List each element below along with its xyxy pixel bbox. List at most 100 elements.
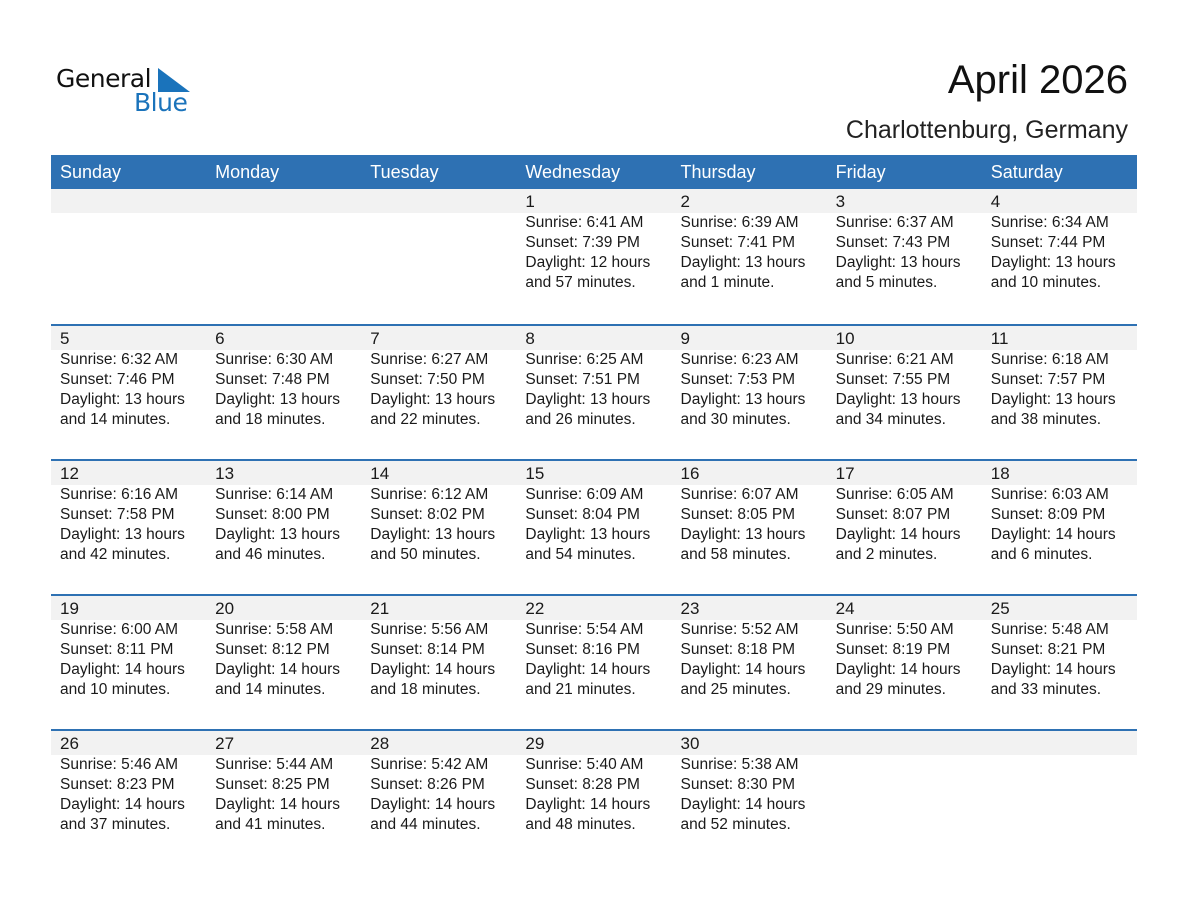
sunrise-text: Sunrise: 6:41 AM <box>525 214 644 231</box>
daylight-text: Daylight: 13 hours <box>60 526 185 543</box>
day-number: 23 <box>680 599 700 618</box>
day-cell: 29 Sunrise: 5:40 AM Sunset: 8:28 PM Dayligh… <box>516 731 671 835</box>
day-cell: 14 Sunrise: 6:12 AM Sunset: 8:02 PM Dayligh… <box>361 461 516 565</box>
sunset-text: Sunset: 8:28 PM <box>525 776 640 793</box>
sunset-text: Sunset: 7:46 PM <box>60 371 175 388</box>
daylight-text: Daylight: 13 hours <box>525 526 651 543</box>
logo-text-general: General <box>56 64 152 93</box>
sunrise-text: Sunrise: 5:54 AM <box>525 621 644 638</box>
weekday-sunday: Sunday <box>60 162 122 182</box>
day-number: 18 <box>990 464 1010 483</box>
calendar-title: April 2026 <box>947 58 1128 102</box>
sunset-text: Sunset: 8:02 PM <box>370 506 485 523</box>
day-number: 12 <box>60 464 79 483</box>
sunrise-text: Sunrise: 6:25 AM <box>525 351 644 368</box>
daylight-minutes-text: and 18 minutes. <box>370 681 481 698</box>
day-cell: 25 Sunrise: 5:48 AM Sunset: 8:21 PM Dayligh… <box>982 596 1137 700</box>
sunrise-text: Sunrise: 5:50 AM <box>835 621 954 638</box>
daylight-minutes-text: and 57 minutes. <box>525 274 636 291</box>
weekday-wednesday: Wednesday <box>525 162 621 182</box>
sunrise-text: Sunrise: 6:16 AM <box>60 486 179 503</box>
weekday-friday: Friday <box>835 162 886 182</box>
day-number: 27 <box>215 734 235 753</box>
daylight-text: Daylight: 13 hours <box>215 391 341 408</box>
daylight-text: Daylight: 13 hours <box>835 254 961 271</box>
sunrise-text: Sunrise: 6:05 AM <box>835 486 954 503</box>
sunset-text: Sunset: 8:19 PM <box>835 641 951 658</box>
daylight-minutes-text: and 37 minutes. <box>60 816 171 833</box>
empty-day-cell <box>51 189 206 293</box>
sunrise-text: Sunrise: 6:18 AM <box>990 351 1109 368</box>
daylight-text: Daylight: 13 hours <box>680 526 806 543</box>
sunrise-text: Sunrise: 6:09 AM <box>525 486 644 503</box>
day-number: 3 <box>835 192 846 211</box>
sunset-text: Sunset: 7:48 PM <box>215 371 330 388</box>
daylight-minutes-text: and 48 minutes. <box>525 816 636 833</box>
daylight-text: Daylight: 14 hours <box>525 796 651 813</box>
day-number: 5 <box>60 329 70 348</box>
calendar-location: Charlottenburg, Germany <box>845 116 1128 144</box>
sunset-text: Sunset: 8:30 PM <box>680 776 796 793</box>
sunset-text: Sunset: 8:09 PM <box>990 506 1106 523</box>
daylight-text: Daylight: 14 hours <box>525 661 651 678</box>
calendar-grid: Sunday Monday Tuesday Wednesday Thursday Frid… <box>51 155 1137 864</box>
day-cell: 19 Sunrise: 6:00 AM Sunset: 8:11 PM Dayligh… <box>51 596 206 700</box>
day-cell: 23 Sunrise: 5:52 AM Sunset: 8:18 PM Dayligh… <box>672 596 827 700</box>
day-number: 2 <box>680 192 690 211</box>
day-cell: 12 Sunrise: 6:16 AM Sunset: 7:58 PM Dayligh… <box>51 461 206 565</box>
daylight-minutes-text: and 25 minutes. <box>680 681 791 698</box>
sunset-text: Sunset: 7:55 PM <box>835 371 951 388</box>
day-cell: 2 Sunrise: 6:39 AM Sunset: 7:41 PM Daylight… <box>672 189 827 293</box>
day-number: 29 <box>525 734 545 753</box>
daylight-minutes-text: and 46 minutes. <box>215 546 326 563</box>
day-number-band <box>51 189 1137 213</box>
daylight-minutes-text: and 44 minutes. <box>370 816 481 833</box>
sunrise-text: Sunrise: 5:56 AM <box>370 621 489 638</box>
daylight-text: Daylight: 14 hours <box>215 661 341 678</box>
day-number: 25 <box>990 599 1010 618</box>
sunset-text: Sunset: 8:18 PM <box>680 641 796 658</box>
daylight-minutes-text: and 2 minutes. <box>835 546 938 563</box>
day-number: 15 <box>525 464 545 483</box>
sunrise-text: Sunrise: 6:21 AM <box>835 351 954 368</box>
sunset-text: Sunset: 7:51 PM <box>525 371 640 388</box>
sunrise-text: Sunrise: 6:30 AM <box>215 351 334 368</box>
sunrise-text: Sunrise: 6:37 AM <box>835 214 954 231</box>
daylight-minutes-text: and 41 minutes. <box>215 816 326 833</box>
sunset-text: Sunset: 7:57 PM <box>990 371 1106 388</box>
sunset-text: Sunset: 7:53 PM <box>680 371 796 388</box>
day-number-band <box>51 731 1137 755</box>
day-number: 6 <box>215 329 225 348</box>
daylight-minutes-text: and 1 minute. <box>680 274 775 291</box>
daylight-text: Daylight: 14 hours <box>835 661 961 678</box>
daylight-text: Daylight: 13 hours <box>215 526 341 543</box>
sunrise-text: Sunrise: 6:39 AM <box>680 214 799 231</box>
day-number: 26 <box>60 734 79 753</box>
day-cell: 5 Sunrise: 6:32 AM Sunset: 7:46 PM Daylight… <box>51 326 206 430</box>
sunrise-text: Sunrise: 5:48 AM <box>990 621 1109 638</box>
day-number: 11 <box>990 329 1009 348</box>
sunrise-text: Sunrise: 5:58 AM <box>215 621 334 638</box>
daylight-text: Daylight: 14 hours <box>680 796 806 813</box>
day-cell: 18 Sunrise: 6:03 AM Sunset: 8:09 PM Dayligh… <box>982 461 1137 565</box>
day-number: 28 <box>370 734 390 753</box>
daylight-text: Daylight: 14 hours <box>990 526 1116 543</box>
day-cell: 20 Sunrise: 5:58 AM Sunset: 8:12 PM Dayligh… <box>206 596 361 700</box>
day-number: 7 <box>370 329 380 348</box>
sunset-text: Sunset: 8:21 PM <box>990 641 1106 658</box>
day-number: 13 <box>215 464 235 483</box>
day-number: 1 <box>525 192 535 211</box>
day-cell: 1 Sunrise: 6:41 AM Sunset: 7:39 PM Daylight… <box>516 189 671 293</box>
day-number: 20 <box>215 599 235 618</box>
daylight-minutes-text: and 30 minutes. <box>680 411 791 428</box>
sunrise-text: Sunrise: 5:44 AM <box>215 756 334 773</box>
day-number: 14 <box>370 464 390 483</box>
week-row: 12 Sunrise: 6:16 AM Sunset: 7:58 PM Dayligh… <box>51 459 1137 594</box>
sunrise-text: Sunrise: 6:27 AM <box>370 351 489 368</box>
daylight-minutes-text: and 29 minutes. <box>835 681 946 698</box>
week-row: 19 Sunrise: 6:00 AM Sunset: 8:11 PM Dayligh… <box>51 594 1137 729</box>
daylight-text: Daylight: 13 hours <box>990 254 1116 271</box>
daylight-text: Daylight: 14 hours <box>680 661 806 678</box>
daylight-minutes-text: and 38 minutes. <box>990 411 1102 428</box>
day-cell: 11 Sunrise: 6:18 AM Sunset: 7:57 PM Dayligh… <box>982 326 1137 430</box>
